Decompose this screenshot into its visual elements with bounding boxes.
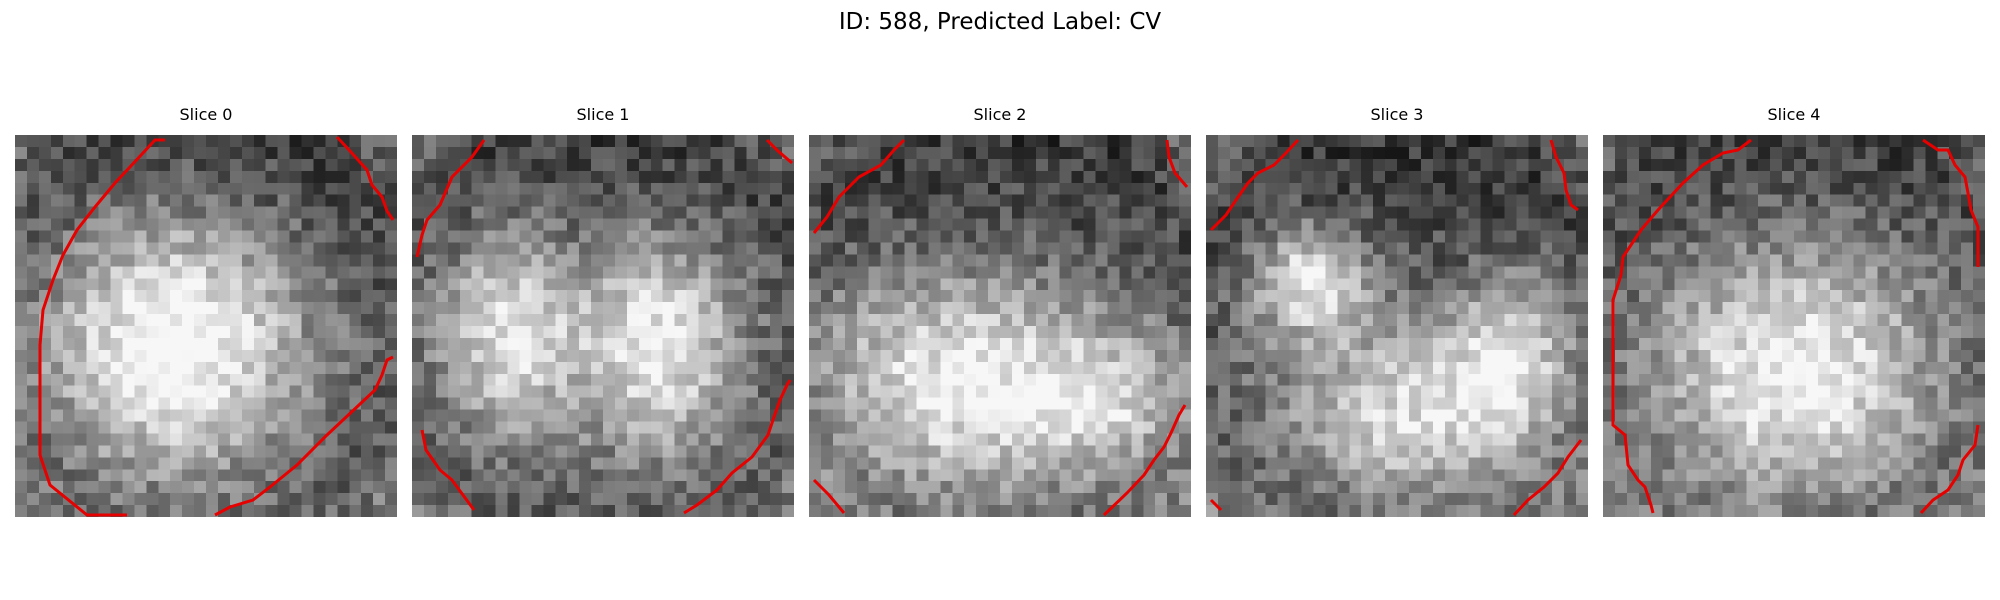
slice-pixels-3: [1206, 135, 1588, 517]
slice-panel-4: Slice 4: [1603, 105, 1985, 517]
slice-pixels-4: [1603, 135, 1985, 517]
slice-pixels-0: [15, 135, 397, 517]
slice-image-4: [1603, 135, 1985, 517]
slice-title-4: Slice 4: [1767, 105, 1821, 124]
slice-image-3: [1206, 135, 1588, 517]
slice-panel-3: Slice 3: [1206, 105, 1588, 517]
slice-panel-0: Slice 0: [15, 105, 397, 517]
segmentation-contour-3: [1209, 138, 1583, 517]
slice-title-1: Slice 1: [576, 105, 630, 124]
figure-title: ID: 588, Predicted Label: CV: [838, 9, 1162, 35]
segmentation-contour-0: [38, 135, 395, 517]
slice-image-0: [15, 135, 397, 517]
slice-pixels-2: [809, 135, 1191, 517]
segmentation-contour-2: [812, 138, 1189, 517]
slice-title-2: Slice 2: [973, 105, 1027, 124]
segmentation-contour-1: [415, 138, 793, 515]
slice-title-3: Slice 3: [1370, 105, 1424, 124]
slice-image-2: [809, 135, 1191, 517]
segmentation-contour-4: [1611, 138, 1980, 515]
slice-image-1: [412, 135, 794, 517]
slice-title-0: Slice 0: [179, 105, 233, 124]
slice-panel-1: Slice 1: [412, 105, 794, 517]
slice-panel-2: Slice 2: [809, 105, 1191, 517]
slice-pixels-1: [412, 135, 794, 517]
